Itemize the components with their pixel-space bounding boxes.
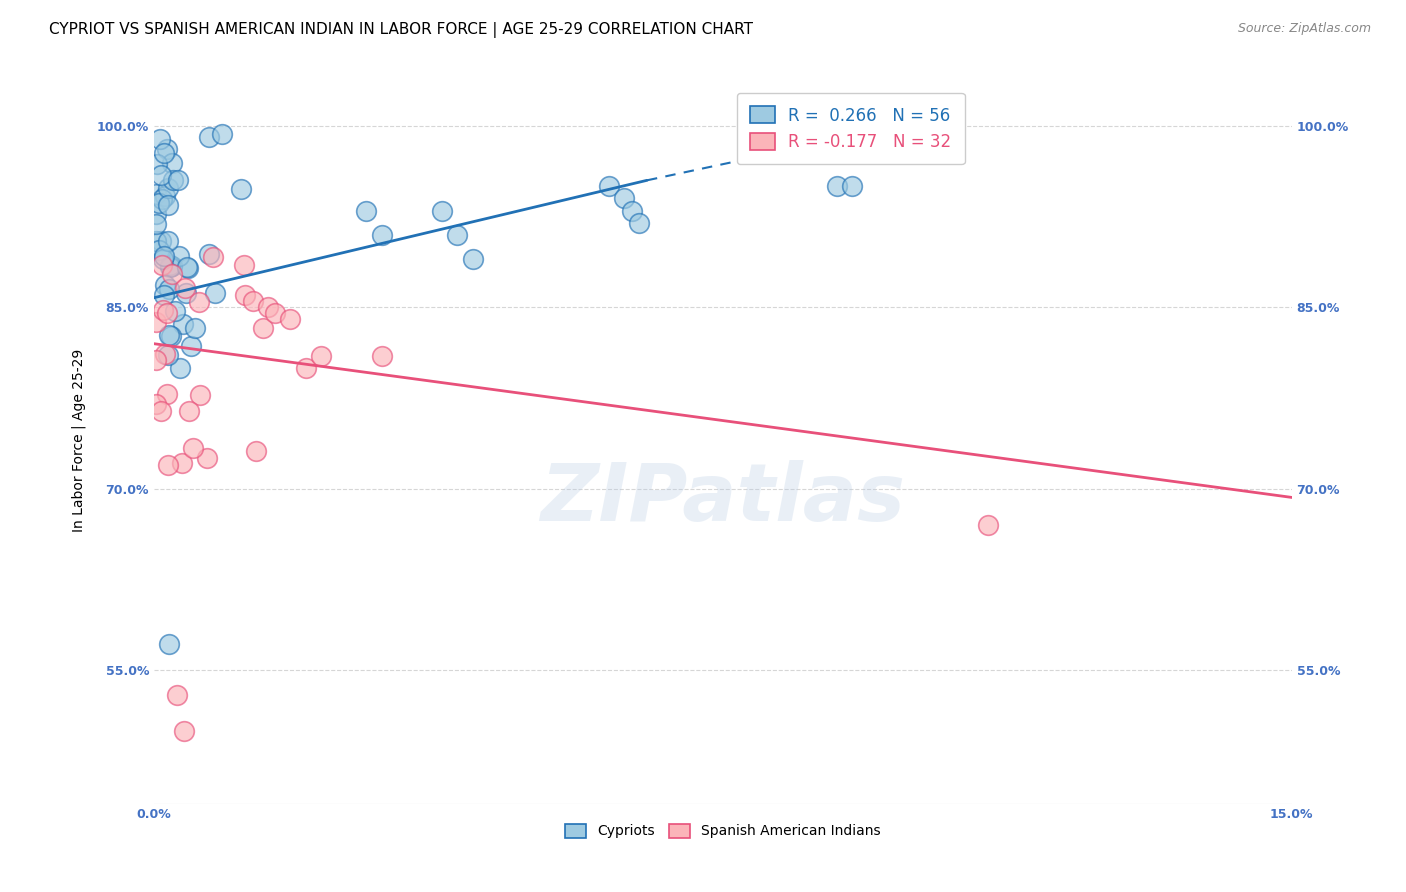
Point — [446, 227, 468, 242]
Point — [150, 235, 173, 249]
Point — [145, 207, 167, 221]
Point — [197, 129, 219, 144]
Point — [201, 250, 224, 264]
Point — [145, 218, 167, 232]
Point — [628, 216, 651, 230]
Point — [145, 234, 167, 248]
Text: CYPRIOT VS SPANISH AMERICAN INDIAN IN LABOR FORCE | AGE 25-29 CORRELATION CHART: CYPRIOT VS SPANISH AMERICAN INDIAN IN LA… — [49, 22, 754, 38]
Point — [195, 450, 218, 465]
Point — [184, 321, 207, 335]
Point — [157, 458, 180, 472]
Point — [150, 168, 173, 182]
Point — [245, 443, 267, 458]
Point — [841, 179, 863, 194]
Point — [356, 203, 378, 218]
Point — [242, 294, 264, 309]
Point — [160, 155, 183, 169]
Point — [176, 260, 198, 275]
Point — [461, 252, 484, 266]
Point — [145, 315, 167, 329]
Point — [156, 197, 179, 211]
Point — [211, 128, 233, 142]
Point — [167, 249, 190, 263]
Point — [309, 349, 332, 363]
Point — [172, 456, 194, 470]
Point — [598, 179, 620, 194]
Point — [370, 349, 392, 363]
Point — [825, 179, 848, 194]
Point — [370, 227, 392, 242]
Point — [173, 724, 195, 739]
Point — [150, 258, 173, 272]
Point — [233, 258, 256, 272]
Y-axis label: In Labor Force | Age 25-29: In Labor Force | Age 25-29 — [72, 349, 86, 533]
Point — [153, 277, 176, 292]
Point — [613, 191, 636, 205]
Point — [157, 637, 180, 651]
Point — [156, 235, 179, 249]
Point — [160, 259, 183, 273]
Text: Source: ZipAtlas.com: Source: ZipAtlas.com — [1237, 22, 1371, 36]
Point — [432, 203, 454, 218]
Text: ZIPatlas: ZIPatlas — [540, 459, 905, 538]
Legend: Cypriots, Spanish American Indians: Cypriots, Spanish American Indians — [560, 818, 886, 844]
Point — [256, 301, 278, 315]
Point — [163, 304, 186, 318]
Point — [149, 132, 172, 146]
Point — [152, 302, 174, 317]
Point — [233, 288, 256, 302]
Point — [169, 360, 191, 375]
Point — [156, 387, 179, 401]
Point — [150, 193, 173, 207]
Point — [181, 442, 204, 456]
Point — [166, 688, 188, 702]
Point — [157, 181, 180, 195]
Point — [177, 260, 200, 275]
Point — [977, 518, 1000, 533]
Point — [159, 260, 181, 275]
Point — [162, 173, 184, 187]
Point — [177, 404, 200, 418]
Point — [145, 397, 167, 411]
Point — [148, 244, 170, 258]
Point — [145, 186, 167, 201]
Point — [156, 141, 179, 155]
Point — [204, 286, 226, 301]
Point — [145, 353, 167, 368]
Point — [280, 312, 302, 326]
Point — [172, 317, 194, 331]
Point — [156, 306, 179, 320]
Point — [188, 388, 211, 402]
Point — [153, 146, 176, 161]
Point — [252, 320, 274, 334]
Point — [159, 258, 181, 272]
Point — [159, 329, 181, 343]
Point — [150, 404, 173, 418]
Point — [148, 195, 170, 210]
Point — [294, 360, 316, 375]
Point — [167, 172, 190, 186]
Point — [153, 288, 176, 302]
Point — [620, 203, 643, 218]
Point — [229, 181, 252, 195]
Point — [188, 295, 211, 310]
Point — [157, 327, 180, 342]
Point — [180, 338, 202, 352]
Point — [174, 286, 197, 301]
Point — [153, 249, 176, 263]
Point — [264, 306, 287, 320]
Point — [153, 347, 176, 361]
Point — [157, 282, 180, 296]
Point — [156, 348, 179, 362]
Point — [152, 252, 174, 267]
Point — [197, 246, 219, 260]
Point — [146, 157, 169, 171]
Point — [174, 280, 197, 294]
Point — [162, 268, 184, 282]
Point — [153, 189, 176, 203]
